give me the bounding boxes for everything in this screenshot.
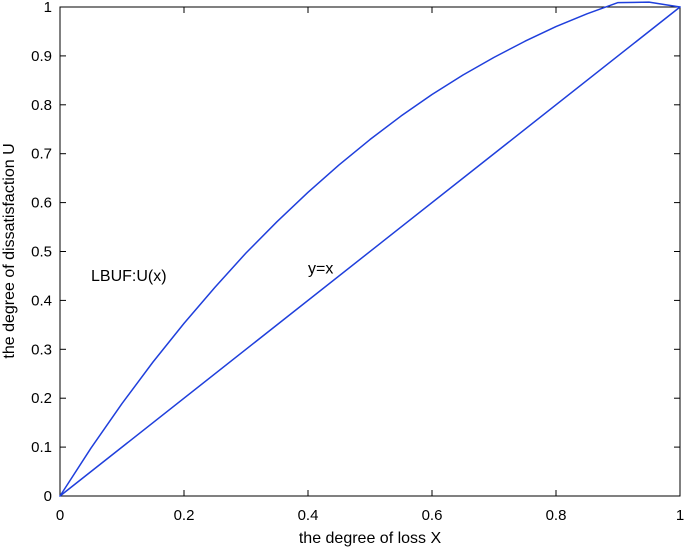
- annotation-layer: LBUF:U(x) y=x: [91, 261, 333, 285]
- y-tick-label: 0.4: [31, 292, 52, 309]
- x-tick-label: 0.4: [298, 507, 319, 524]
- x-axis-ticks: 0 0.2 0.4 0.6 0.8 1: [56, 7, 684, 524]
- y-axis-ticks: 0 0.1 0.2 0.3 0.4 0.5 0.6 0.7 0.8 0.9 1: [31, 0, 680, 505]
- y-tick-label: 1: [44, 0, 52, 16]
- y-tick-label: 0.1: [31, 439, 52, 456]
- y-tick-label: 0.8: [31, 97, 52, 114]
- annotation-label: y=x: [308, 261, 333, 278]
- y-tick-label: 0.9: [31, 48, 52, 65]
- y-tick-label: 0.3: [31, 341, 52, 358]
- series-layer: [59, 1, 681, 497]
- annotation-label: LBUF:U(x): [91, 268, 167, 285]
- x-axis-label: the degree of loss X: [299, 530, 442, 547]
- y-tick-label: 0.6: [31, 195, 52, 212]
- x-tick-label: 0.2: [174, 507, 195, 524]
- y-tick-label: 0: [44, 488, 52, 505]
- x-tick-label: 1: [676, 507, 684, 524]
- y-tick-label: 0.2: [31, 390, 52, 407]
- y-tick-label: 0.5: [31, 244, 52, 261]
- x-tick-label: 0.6: [422, 507, 443, 524]
- x-tick-label: 0: [56, 507, 64, 524]
- series-line-identity: [59, 6, 681, 497]
- y-tick-label: 0.7: [31, 146, 52, 163]
- series-line-lbuf: [59, 1, 681, 497]
- y-axis-label: the degree of dissatisfaction U: [1, 143, 18, 358]
- x-tick-label: 0.8: [546, 507, 567, 524]
